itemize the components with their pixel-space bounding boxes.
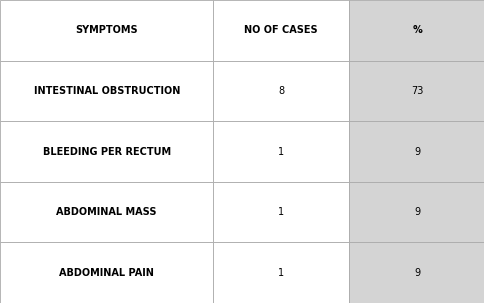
Text: INTESTINAL OBSTRUCTION: INTESTINAL OBSTRUCTION	[33, 86, 180, 96]
Bar	[0, 242, 213, 303]
Bar	[348, 242, 484, 303]
Bar	[0, 121, 213, 182]
Text: ABDOMINAL MASS: ABDOMINAL MASS	[56, 207, 157, 217]
Text: BLEEDING PER RECTUM: BLEEDING PER RECTUM	[43, 146, 170, 157]
Bar	[213, 182, 348, 242]
Bar	[213, 242, 348, 303]
Bar	[348, 0, 484, 61]
Text: 1: 1	[278, 207, 284, 217]
Bar	[348, 61, 484, 121]
Bar	[213, 61, 348, 121]
Text: 9: 9	[413, 207, 419, 217]
Text: NO OF CASES: NO OF CASES	[244, 25, 318, 35]
Bar	[348, 182, 484, 242]
Text: 1: 1	[278, 268, 284, 278]
Text: SYMPTOMS: SYMPTOMS	[75, 25, 138, 35]
Bar	[0, 182, 213, 242]
Bar	[213, 121, 348, 182]
Text: 8: 8	[278, 86, 284, 96]
Bar	[348, 121, 484, 182]
Bar	[0, 0, 213, 61]
Text: ABDOMINAL PAIN: ABDOMINAL PAIN	[59, 268, 154, 278]
Text: 73: 73	[410, 86, 423, 96]
Text: 9: 9	[413, 146, 419, 157]
Text: 1: 1	[278, 146, 284, 157]
Bar	[0, 61, 213, 121]
Bar	[213, 0, 348, 61]
Text: 9: 9	[413, 268, 419, 278]
Text: %: %	[411, 25, 421, 35]
